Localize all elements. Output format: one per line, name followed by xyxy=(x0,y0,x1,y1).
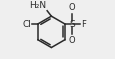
Text: S: S xyxy=(68,20,74,28)
Text: H₂N: H₂N xyxy=(29,1,46,10)
Text: O: O xyxy=(68,3,75,12)
Text: O: O xyxy=(68,36,75,45)
Text: Cl: Cl xyxy=(22,20,31,28)
Text: F: F xyxy=(80,20,85,28)
